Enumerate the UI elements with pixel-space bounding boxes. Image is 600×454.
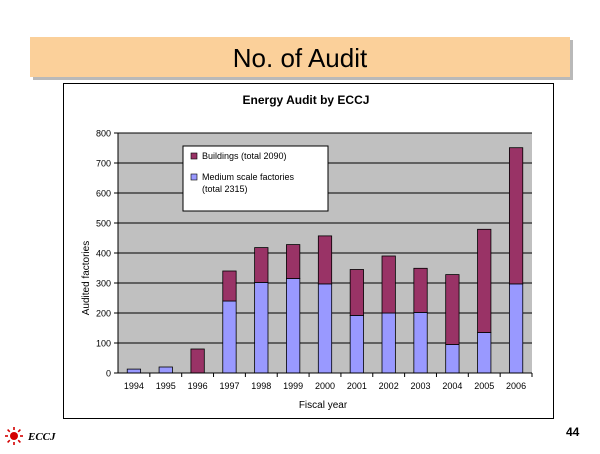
bar-buildings-2000 xyxy=(317,235,333,285)
bar-buildings-1996 xyxy=(190,348,205,374)
bar-buildings-1999 xyxy=(286,244,301,279)
legend-label: Buildings (total 2090) xyxy=(202,151,287,161)
bar-factories-1997 xyxy=(222,300,237,374)
bar-factories-1995 xyxy=(158,366,173,374)
bar-factories-1998 xyxy=(254,281,269,374)
legend-box xyxy=(182,145,329,212)
y-axis-label: Audited factories xyxy=(81,241,92,316)
bar-factories-1994 xyxy=(126,368,142,374)
x-tick-label: 2003 xyxy=(411,381,431,391)
bar-buildings-2006 xyxy=(508,147,524,285)
slide-title-bar: No. of Audit xyxy=(30,37,570,77)
y-tick-label: 800 xyxy=(96,129,111,139)
x-tick-label: 1995 xyxy=(156,381,176,391)
y-tick-label: 600 xyxy=(96,189,111,199)
logo-text: ECCJ xyxy=(28,431,56,443)
x-tick-label: 2005 xyxy=(474,381,494,391)
legend-label: (total 2315) xyxy=(202,184,248,194)
bar-buildings-1998 xyxy=(254,247,269,283)
x-tick-label: 2002 xyxy=(379,381,399,391)
y-tick-label: 200 xyxy=(96,309,111,319)
bar-buildings-1997 xyxy=(222,270,237,302)
legend-swatch xyxy=(190,173,198,181)
bar-buildings-2002 xyxy=(381,255,396,314)
eccj-logo: ECCJ xyxy=(4,425,74,449)
y-tick-label: 500 xyxy=(96,219,111,229)
x-tick-label: 1994 xyxy=(124,381,144,391)
bar-buildings-2001 xyxy=(349,269,364,316)
x-tick-label: 1999 xyxy=(283,381,303,391)
legend-swatch xyxy=(190,152,198,160)
bar-buildings-2003 xyxy=(413,267,428,313)
slide-title: No. of Audit xyxy=(232,43,368,73)
x-tick-label: 1998 xyxy=(251,381,271,391)
x-axis-label: Fiscal year xyxy=(299,400,348,411)
bar-factories-2005 xyxy=(477,332,492,374)
bar-factories-1999 xyxy=(286,278,301,374)
bar-factories-2000 xyxy=(317,283,333,374)
bar-factories-2003 xyxy=(413,311,428,374)
x-tick-label: 1996 xyxy=(188,381,208,391)
y-tick-label: 0 xyxy=(106,369,111,379)
bar-factories-2004 xyxy=(445,344,460,374)
x-tick-label: 1997 xyxy=(219,381,239,391)
legend-label: Medium scale factories xyxy=(202,172,295,182)
bar-factories-2001 xyxy=(349,314,364,374)
page-number: 44 xyxy=(566,425,580,439)
bar-buildings-2004 xyxy=(445,274,460,345)
x-tick-label: 2000 xyxy=(315,381,335,391)
bar-buildings-2005 xyxy=(477,228,492,333)
chart: Energy Audit by ECCJ 0 100 200 300 400 500 600… xyxy=(81,93,533,411)
y-tick-label: 100 xyxy=(96,339,111,349)
y-tick-label: 400 xyxy=(96,249,111,259)
y-tick-label: 700 xyxy=(96,159,111,169)
sun-logo-icon xyxy=(5,427,23,445)
chart-title: Energy Audit by ECCJ xyxy=(243,93,370,107)
y-tick-label: 300 xyxy=(96,279,111,289)
bar-factories-2002 xyxy=(381,312,396,374)
x-tick-label: 2001 xyxy=(347,381,367,391)
x-tick-label: 2006 xyxy=(506,381,526,391)
x-tick-label: 2004 xyxy=(442,381,462,391)
bar-factories-2006 xyxy=(508,283,524,374)
